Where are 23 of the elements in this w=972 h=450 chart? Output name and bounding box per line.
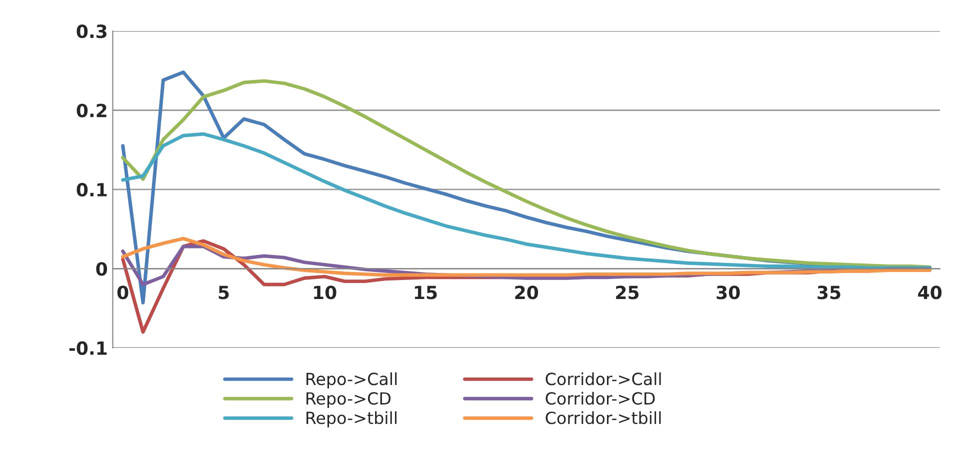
legend-label: Repo->Call xyxy=(306,372,397,388)
x-tick-label: 0 xyxy=(117,286,128,300)
line-series xyxy=(121,132,932,270)
line-series xyxy=(121,79,932,269)
x-tick-label: 15 xyxy=(414,286,437,300)
legend-label: Repo->CD xyxy=(306,392,391,408)
x-tick-label: 40 xyxy=(918,286,942,300)
x-tick-label: 25 xyxy=(616,286,639,300)
y-tick-label: 0 xyxy=(96,262,108,276)
x-tick-label: 5 xyxy=(218,286,229,300)
legend-label: Corridor->tbill xyxy=(546,411,661,424)
x-tick-label: 35 xyxy=(818,286,840,300)
y-tick-label: 0.2 xyxy=(76,104,106,118)
line-series xyxy=(121,236,932,277)
y-tick-label: 0.3 xyxy=(76,24,106,38)
x-tick-label: 20 xyxy=(515,286,538,300)
x-tick-label: 10 xyxy=(314,286,336,300)
y-tick-label: -0.1 xyxy=(69,341,107,355)
x-tick-label: 30 xyxy=(716,286,740,300)
y-tick-label: 0.1 xyxy=(76,182,107,197)
legend-label: Corridor->Call xyxy=(546,372,661,386)
legend-label: Repo->tbill xyxy=(306,411,396,428)
legend-label: Corridor->CD xyxy=(546,392,655,405)
